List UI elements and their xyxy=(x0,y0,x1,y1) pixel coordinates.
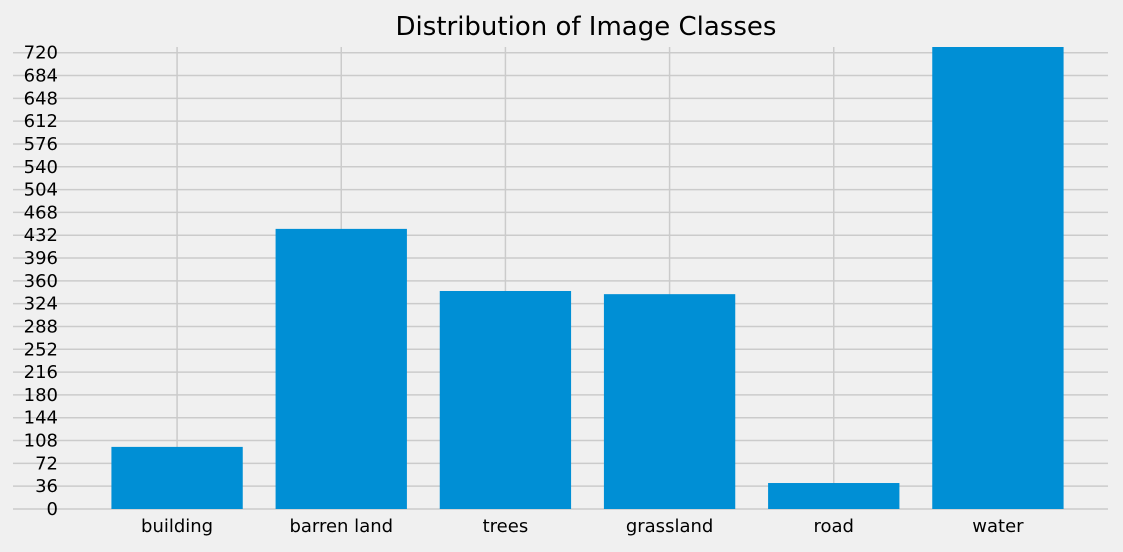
bar-building xyxy=(111,446,243,509)
y-tick-label: 576 xyxy=(24,134,58,155)
y-tick-label: 468 xyxy=(24,202,58,223)
y-tick-label: 72 xyxy=(35,453,58,474)
y-tick-label: 180 xyxy=(24,385,58,406)
y-tick-label: 720 xyxy=(24,43,58,64)
bar-grassland xyxy=(603,294,736,509)
y-tick-label: 144 xyxy=(24,408,58,429)
y-tick-label: 216 xyxy=(24,362,58,383)
y-axis-ticks: 0367210814418021625228832436039643246850… xyxy=(24,43,58,520)
x-tick-label: grassland xyxy=(626,516,713,537)
x-tick-label: barren land xyxy=(289,516,393,537)
chart-title: Distribution of Image Classes xyxy=(396,12,777,42)
bar-barren-land xyxy=(275,228,407,510)
x-tick-label: building xyxy=(141,516,213,537)
x-tick-label: trees xyxy=(483,516,529,537)
y-tick-label: 36 xyxy=(35,476,58,497)
x-tick-label: road xyxy=(814,516,854,537)
y-tick-label: 612 xyxy=(24,111,58,132)
x-tick-label: water xyxy=(972,516,1024,537)
y-tick-label: 684 xyxy=(24,66,58,87)
y-tick-label: 432 xyxy=(24,225,58,246)
y-tick-label: 288 xyxy=(24,316,58,337)
y-tick-label: 360 xyxy=(24,271,58,292)
bars xyxy=(111,47,1064,510)
y-tick-label: 648 xyxy=(24,88,58,109)
bar-water xyxy=(932,47,1064,509)
y-tick-label: 540 xyxy=(24,157,58,178)
y-tick-label: 108 xyxy=(24,431,58,452)
x-axis-ticks: building barren land trees grassland road wat… xyxy=(141,516,1024,537)
bar-road xyxy=(768,483,900,509)
y-tick-label: 252 xyxy=(24,339,58,360)
y-tick-label: 504 xyxy=(24,180,58,201)
y-tick-label: 324 xyxy=(24,294,58,315)
y-tick-label: 396 xyxy=(24,248,58,269)
bar-trees xyxy=(439,290,572,509)
y-tick-label: 0 xyxy=(47,499,58,520)
